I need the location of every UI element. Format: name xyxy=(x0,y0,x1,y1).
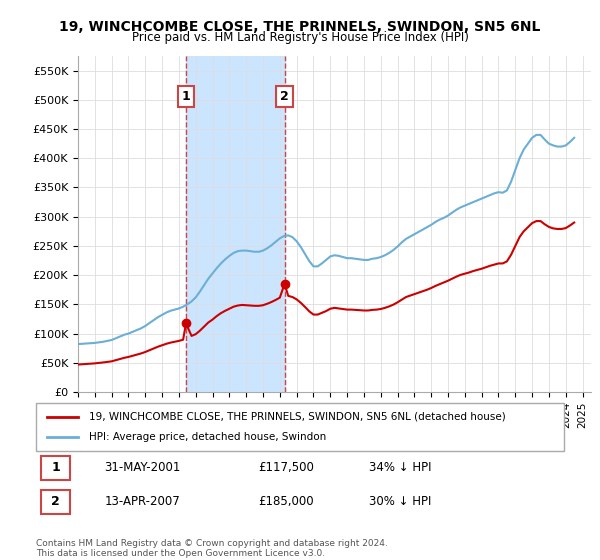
Text: 13-APR-2007: 13-APR-2007 xyxy=(104,496,181,508)
Text: 1: 1 xyxy=(182,90,190,103)
Text: 31-MAY-2001: 31-MAY-2001 xyxy=(104,461,181,474)
Text: 30% ↓ HPI: 30% ↓ HPI xyxy=(368,496,431,508)
FancyBboxPatch shape xyxy=(36,403,564,451)
Text: 19, WINCHCOMBE CLOSE, THE PRINNELS, SWINDON, SN5 6NL: 19, WINCHCOMBE CLOSE, THE PRINNELS, SWIN… xyxy=(59,20,541,34)
Text: £117,500: £117,500 xyxy=(258,461,314,474)
Text: £185,000: £185,000 xyxy=(258,496,313,508)
FancyBboxPatch shape xyxy=(41,490,70,514)
FancyBboxPatch shape xyxy=(41,456,70,480)
Bar xyxy=(186,56,284,392)
Text: Contains HM Land Registry data © Crown copyright and database right 2024.
This d: Contains HM Land Registry data © Crown c… xyxy=(36,539,388,558)
Text: 1: 1 xyxy=(51,461,60,474)
Text: 19, WINCHCOMBE CLOSE, THE PRINNELS, SWINDON, SN5 6NL (detached house): 19, WINCHCOMBE CLOSE, THE PRINNELS, SWIN… xyxy=(89,412,506,422)
Text: 2: 2 xyxy=(280,90,289,103)
Text: Price paid vs. HM Land Registry's House Price Index (HPI): Price paid vs. HM Land Registry's House … xyxy=(131,31,469,44)
Text: 34% ↓ HPI: 34% ↓ HPI xyxy=(368,461,431,474)
Text: HPI: Average price, detached house, Swindon: HPI: Average price, detached house, Swin… xyxy=(89,432,326,442)
Text: 2: 2 xyxy=(51,496,60,508)
